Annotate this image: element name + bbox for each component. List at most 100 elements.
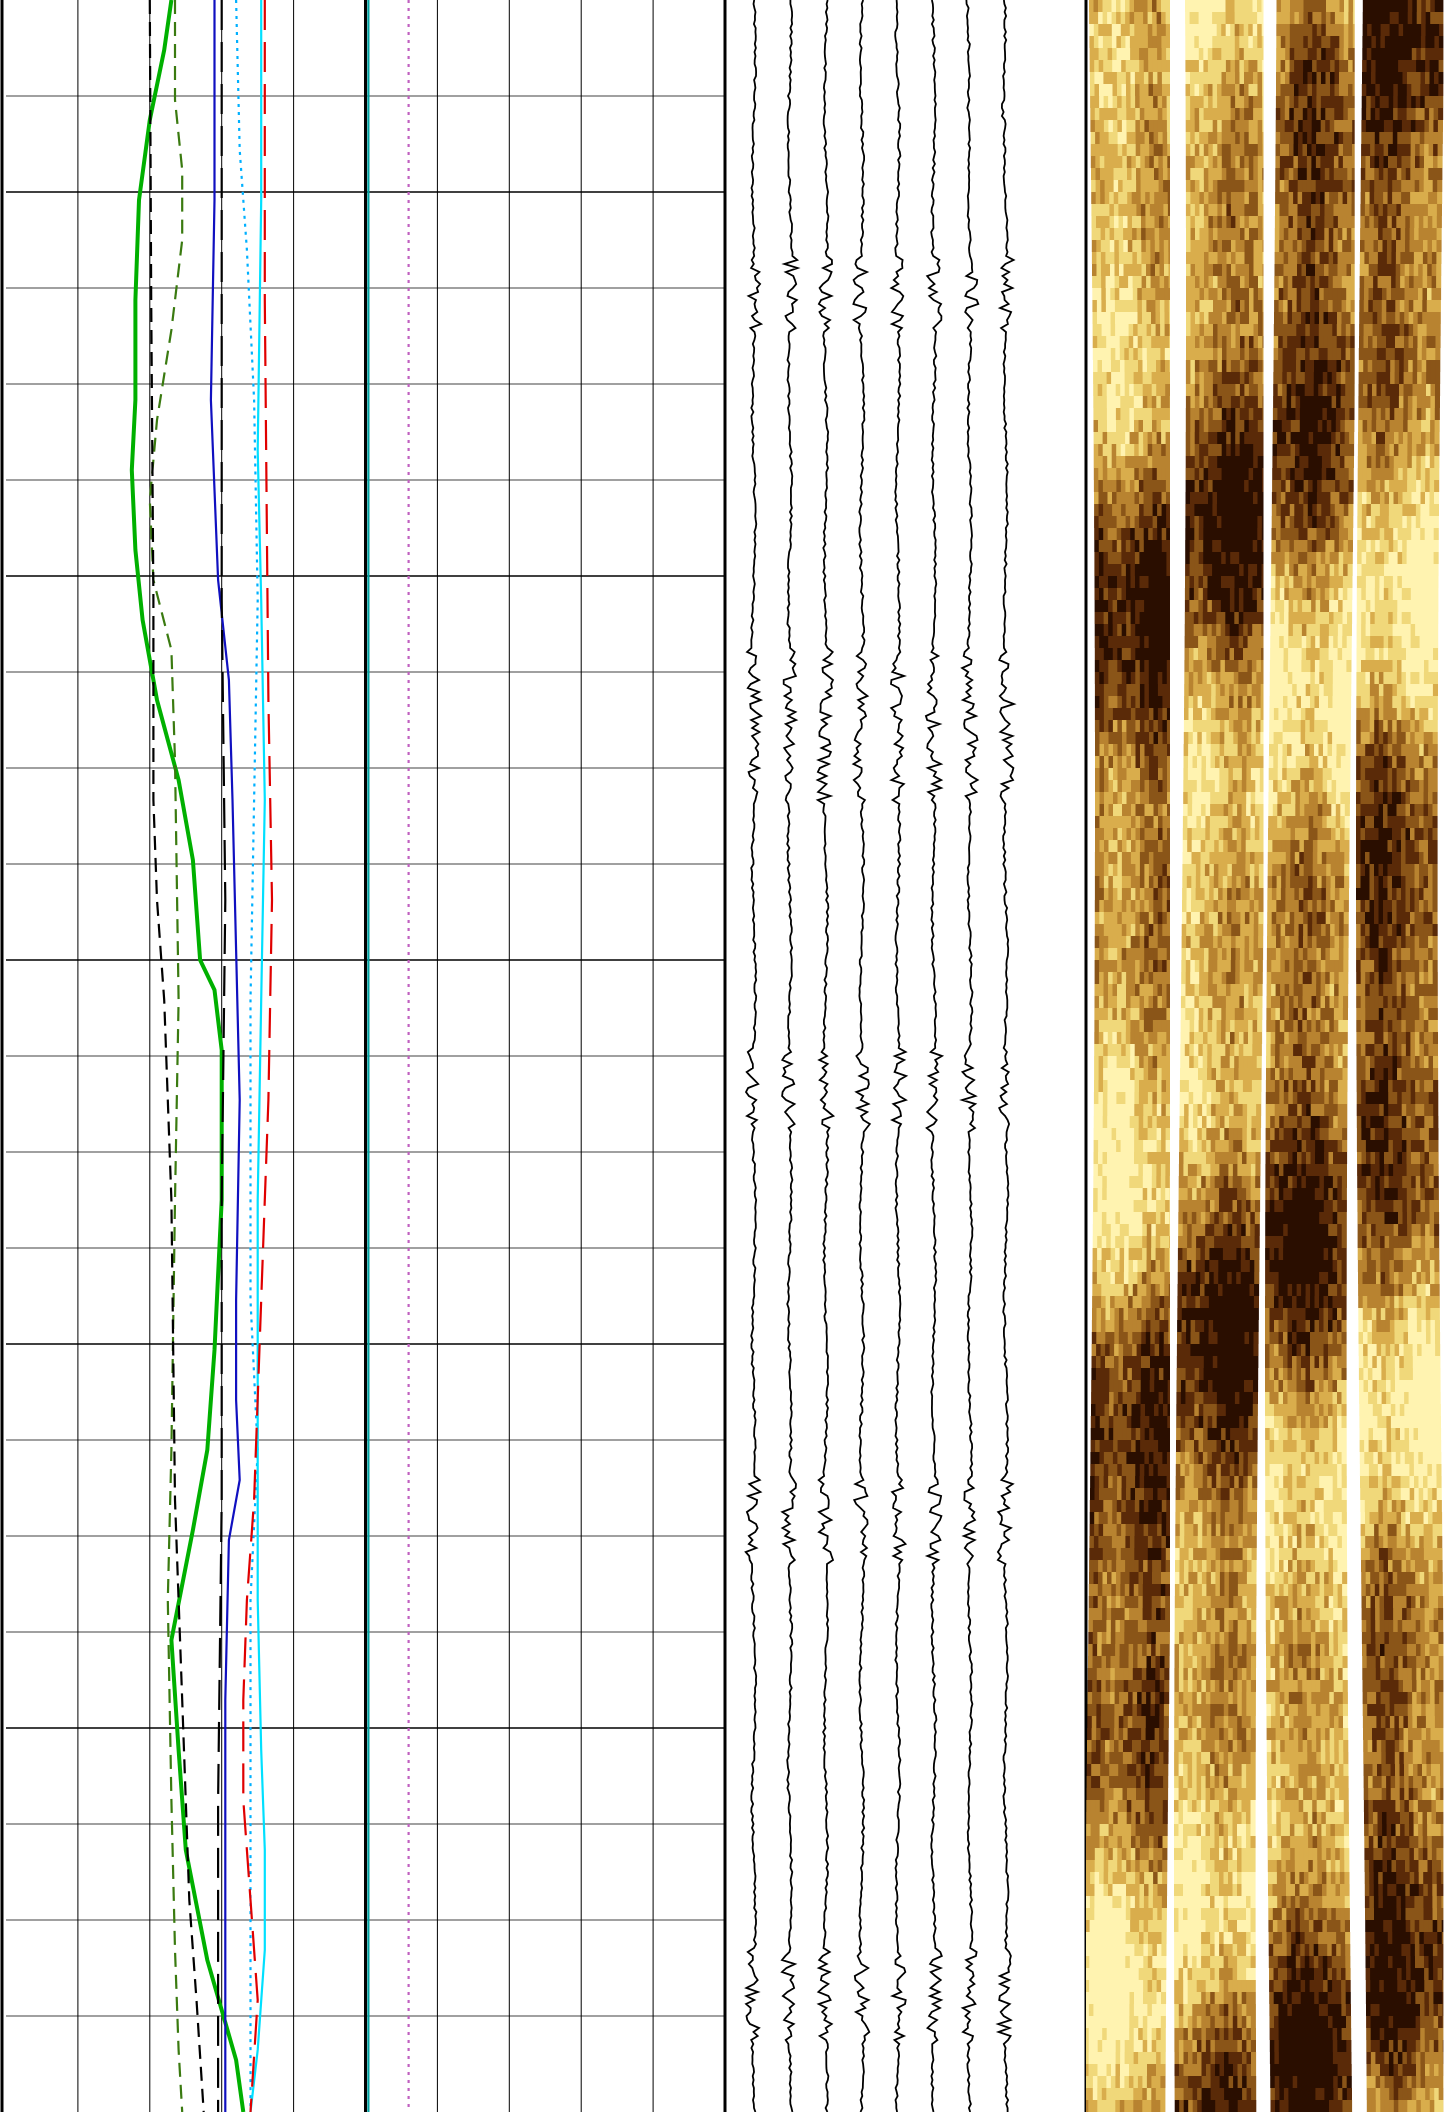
- track-3-pixel: [1161, 444, 1166, 456]
- track-3-pixel: [1104, 768, 1109, 780]
- track-3-pixel: [1117, 852, 1122, 864]
- track-3-pixel: [1114, 216, 1119, 228]
- track-3-pixel: [1113, 768, 1118, 780]
- track-3-pixel: [1145, 1404, 1150, 1416]
- track-3-pixel: [1137, 228, 1142, 240]
- track-3-pixel: [1133, 264, 1138, 276]
- track-3-pixel: [1107, 1140, 1112, 1152]
- track-3-pixel: [1147, 372, 1152, 384]
- track-3-pixel: [1117, 84, 1122, 96]
- track-3-pixel: [1123, 1332, 1128, 1344]
- track-3-pixel: [1126, 660, 1131, 672]
- track-3-pixel: [1131, 1416, 1136, 1428]
- track-3-pixel: [1133, 1224, 1138, 1236]
- track-3-pixel: [1119, 1296, 1124, 1308]
- track-3-pixel: [1130, 1056, 1135, 1068]
- track-3-pixel: [1135, 888, 1140, 900]
- track-3-pixel: [1158, 636, 1163, 648]
- track-3-pixel: [1125, 1140, 1130, 1152]
- track-3-pixel: [1117, 888, 1122, 900]
- track-3-pixel: [1165, 408, 1170, 420]
- track-3-pixel: [1089, 36, 1094, 48]
- track-3-pixel: [1119, 240, 1124, 252]
- track-3-pixel: [1156, 1188, 1161, 1200]
- track-3-pixel: [1158, 576, 1163, 588]
- track-3-pixel: [1090, 72, 1095, 84]
- track-3-pixel: [1116, 12, 1121, 24]
- track-3-pixel: [1133, 1212, 1138, 1224]
- track-3-pixel: [1108, 624, 1113, 636]
- track-3-pixel: [1100, 768, 1105, 780]
- track-3-pixel: [1146, 264, 1151, 276]
- track-3-pixel: [1108, 1080, 1113, 1092]
- track-3-pixel: [1104, 840, 1109, 852]
- track-3-pixel: [1158, 120, 1163, 132]
- track-3-pixel: [1135, 708, 1140, 720]
- track-3-pixel: [1144, 972, 1149, 984]
- track-3-pixel: [1163, 1392, 1168, 1404]
- track-3-pixel: [1161, 1140, 1166, 1152]
- track-3-pixel: [1129, 1176, 1134, 1188]
- track-3-pixel: [1153, 96, 1158, 108]
- track-3-pixel: [1122, 912, 1127, 924]
- track-3-pixel: [1131, 936, 1136, 948]
- track-3-pixel: [1098, 456, 1103, 468]
- track-3-pixel: [1142, 1284, 1147, 1296]
- track-3-pixel: [1139, 1008, 1144, 1020]
- track-3-pixel: [1134, 36, 1139, 48]
- track-3-pixel: [1165, 1200, 1170, 1212]
- track-3-pixel: [1110, 1296, 1115, 1308]
- track-3-pixel: [1110, 1344, 1115, 1356]
- track-3-pixel: [1140, 732, 1145, 744]
- track-3-pixel: [1093, 1236, 1098, 1248]
- track-3-pixel: [1102, 1260, 1107, 1272]
- track-3-pixel: [1094, 1104, 1099, 1116]
- track-3-pixel: [1147, 1236, 1152, 1248]
- track-3-pixel: [1153, 588, 1158, 600]
- track-3-pixel: [1101, 300, 1106, 312]
- track-3-pixel: [1094, 456, 1099, 468]
- track-3-pixel: [1106, 1296, 1111, 1308]
- track-3-pixel: [1132, 204, 1137, 216]
- track-3-pixel: [1144, 588, 1149, 600]
- track-3-pixel: [1091, 1416, 1096, 1428]
- track-3-pixel: [1099, 1032, 1104, 1044]
- track-3-pixel: [1165, 1164, 1170, 1176]
- track-3-pixel: [1089, 0, 1094, 12]
- track-3-pixel: [1125, 420, 1130, 432]
- track-3-pixel: [1103, 1056, 1108, 1068]
- track-3-pixel: [1148, 1128, 1153, 1140]
- track-3-pixel: [1138, 1212, 1143, 1224]
- track-3-pixel: [1109, 132, 1114, 144]
- track-3-pixel: [1161, 1152, 1166, 1164]
- track-3-pixel: [1127, 204, 1132, 216]
- track-3-pixel: [1093, 408, 1098, 420]
- track-3-pixel: [1095, 660, 1100, 672]
- track-3-pixel: [1099, 576, 1104, 588]
- track-3-pixel: [1102, 312, 1107, 324]
- track-3-pixel: [1126, 636, 1131, 648]
- track-3-pixel: [1093, 1164, 1098, 1176]
- track-3-pixel: [1103, 1068, 1108, 1080]
- track-3-pixel: [1128, 1356, 1133, 1368]
- track-3-pixel: [1104, 120, 1109, 132]
- track-3-pixel: [1157, 48, 1162, 60]
- track-3-pixel: [1100, 204, 1105, 216]
- track-3-pixel: [1130, 1044, 1135, 1056]
- track-3-pixel: [1134, 1164, 1139, 1176]
- track-3-pixel: [1130, 24, 1135, 36]
- track-3-pixel: [1145, 144, 1150, 156]
- track-3-pixel: [1160, 1212, 1165, 1224]
- track-3-pixel: [1164, 1272, 1169, 1284]
- track-3-pixel: [1147, 1248, 1152, 1260]
- track-3-pixel: [1111, 1188, 1116, 1200]
- track-3-pixel: [1155, 1356, 1160, 1368]
- track-3-pixel: [1151, 288, 1156, 300]
- track-3-pixel: [1153, 672, 1158, 684]
- track-3-pixel: [1114, 1320, 1119, 1332]
- track-3-pixel: [1154, 816, 1159, 828]
- track-3-pixel: [1123, 240, 1128, 252]
- track-3-pixel: [1099, 1068, 1104, 1080]
- track-3-pixel: [1145, 840, 1150, 852]
- track-3-pixel: [1143, 1200, 1148, 1212]
